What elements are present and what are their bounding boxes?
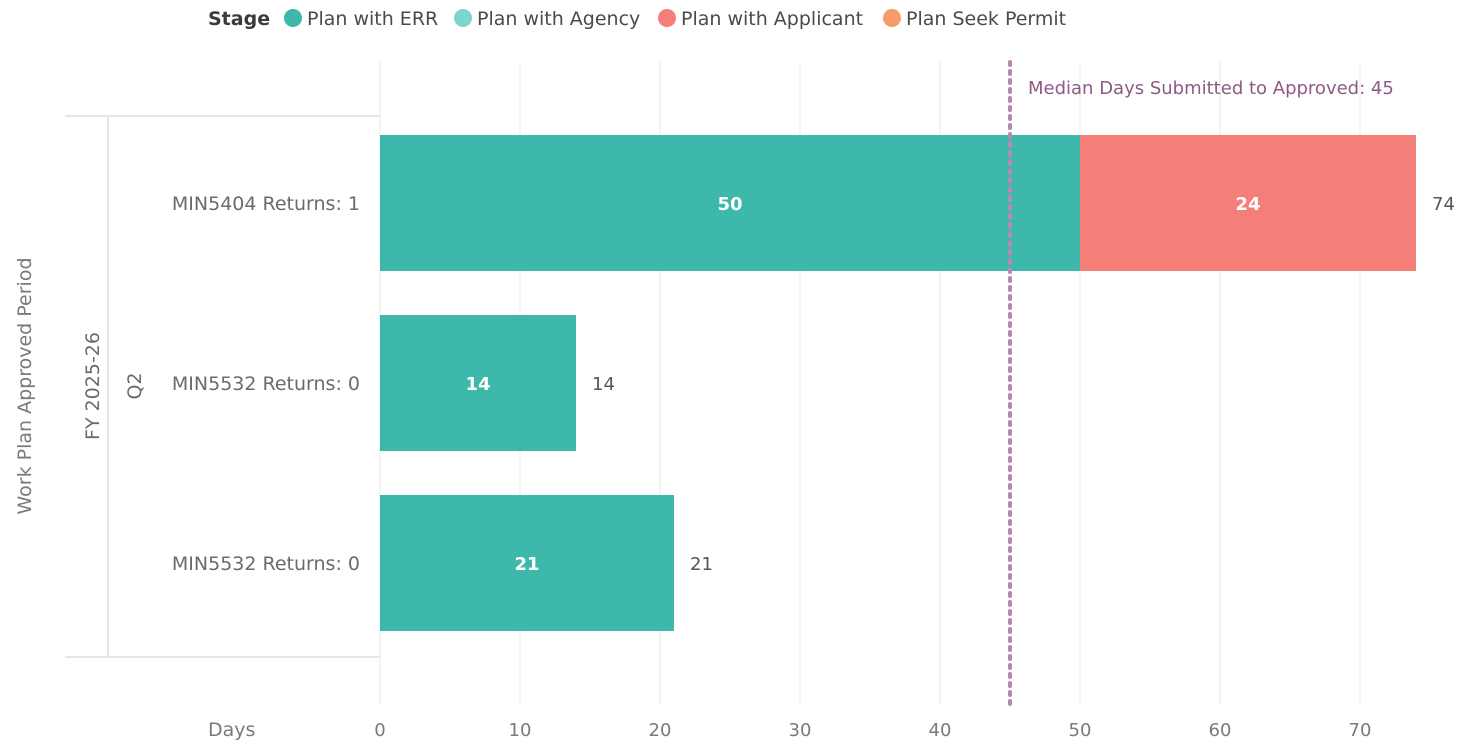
x-tick-label-4: 40 [929, 720, 952, 741]
bar-label-2-0: 21 [514, 554, 539, 575]
bars [380, 135, 1416, 631]
bar-0-2 [1080, 135, 1416, 271]
x-tick-label-0: 0 [374, 720, 385, 741]
x-tick-label-5: 50 [1069, 720, 1092, 741]
legend-marker-3 [883, 9, 901, 27]
data-labels: 50 24 74 14 14 21 21 [465, 194, 1454, 575]
bar-label-1-0: 14 [465, 374, 490, 395]
bar-label-0-2: 24 [1235, 194, 1260, 215]
hierarchy-label-year: FY 2025-26 [82, 332, 104, 440]
total-label-2: 21 [690, 554, 713, 575]
legend-marker-2 [658, 9, 676, 27]
legend-label-0: Plan with ERR [307, 8, 438, 30]
legend-label-3: Plan Seek Permit [906, 8, 1066, 30]
legend: Stage Plan with ERR Plan with Agency Plan … [208, 8, 1066, 30]
bar-2-0 [380, 495, 674, 631]
legend-label-2: Plan with Applicant [681, 8, 863, 30]
y-axis-title: Work Plan Approved Period [14, 257, 36, 514]
category-label-1: MIN5532 Returns: 0 [172, 373, 360, 395]
legend-marker-0 [284, 9, 302, 27]
x-tick-label-1: 10 [509, 720, 532, 741]
x-tick-label-3: 30 [789, 720, 812, 741]
reference-line-group: Median Days Submitted to Approved: 45 [1008, 60, 1394, 707]
x-axis-title: Days [208, 719, 255, 741]
bar-0-0 [380, 135, 1080, 271]
legend-title: Stage [208, 8, 270, 30]
legend-marker-1 [454, 9, 472, 27]
category-label-0: MIN5404 Returns: 1 [172, 193, 360, 215]
total-label-0: 74 [1432, 194, 1455, 215]
hierarchy-label-quarter: Q2 [124, 372, 146, 399]
category-label-2: MIN5532 Returns: 0 [172, 553, 360, 575]
total-label-1: 14 [592, 374, 615, 395]
x-axis: 0 10 20 30 40 50 60 70 Days [208, 719, 1371, 741]
x-tick-label-2: 20 [649, 720, 672, 741]
bar-label-0-0: 50 [717, 194, 742, 215]
x-tick-label-6: 60 [1209, 720, 1232, 741]
legend-label-1: Plan with Agency [477, 8, 640, 30]
reference-line-label: Median Days Submitted to Approved: 45 [1028, 78, 1394, 99]
x-tick-label-7: 70 [1349, 720, 1372, 741]
category-frame [65, 115, 380, 658]
bar-1-0 [380, 315, 576, 451]
y-axis: MIN5404 Returns: 1 MIN5532 Returns: 0 MIN5… [14, 193, 360, 575]
